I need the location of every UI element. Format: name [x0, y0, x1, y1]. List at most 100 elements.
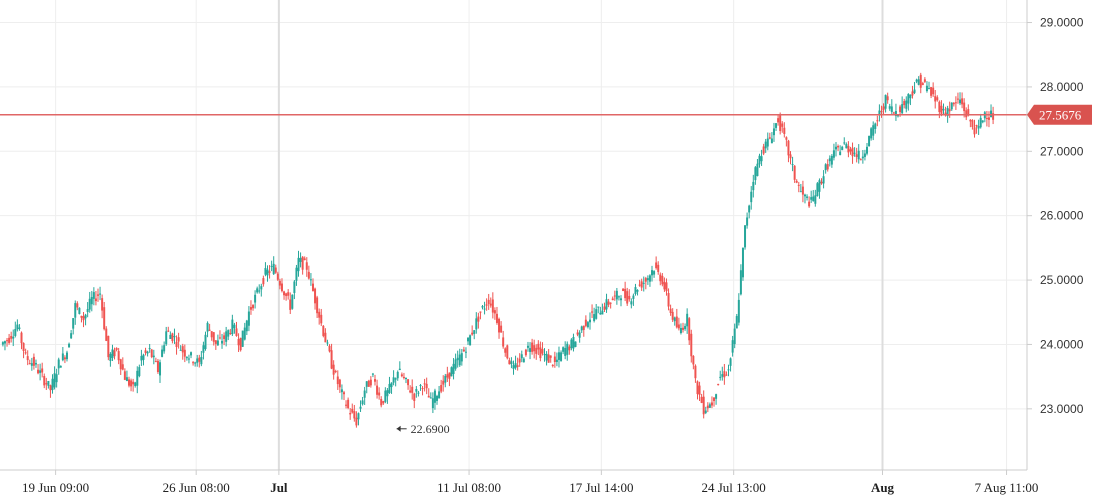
candle-body [49, 385, 52, 391]
candle-body [274, 267, 277, 273]
candle [376, 379, 379, 399]
candle-body [663, 281, 666, 290]
candle-body [601, 310, 604, 315]
candle-body [578, 332, 581, 338]
candle-body [293, 281, 296, 293]
candle-body [450, 367, 453, 377]
candle [872, 121, 875, 141]
candle-body [431, 398, 434, 409]
candle-body [8, 337, 11, 343]
candle-body [159, 362, 162, 376]
candle [200, 350, 203, 367]
candle [632, 293, 635, 306]
candle-body [163, 345, 166, 352]
candle [423, 378, 426, 392]
candle-body [956, 98, 959, 100]
candle [721, 366, 724, 381]
candle-body [417, 392, 420, 394]
candle-body [518, 358, 521, 363]
candle [285, 292, 288, 301]
candle [861, 150, 864, 164]
candle-body [562, 347, 565, 352]
candle-body [863, 153, 866, 157]
candle-body [549, 355, 552, 358]
candle-body [574, 341, 577, 347]
candle-body [425, 383, 428, 389]
candle-body [326, 342, 329, 344]
candle-body [661, 275, 664, 285]
candle-body [74, 303, 77, 318]
candle [696, 380, 699, 400]
candle-body [727, 369, 730, 371]
candle [653, 270, 656, 278]
candle [351, 403, 354, 414]
candle-body [605, 299, 608, 310]
candle-body [640, 281, 643, 288]
candle-body [324, 332, 327, 343]
candle-body [413, 393, 416, 401]
candle-body [851, 147, 854, 157]
candle [340, 384, 343, 400]
candle-body [648, 275, 651, 282]
candle [138, 364, 141, 378]
candle-body [309, 279, 312, 281]
candle [756, 159, 759, 177]
candle-body [665, 282, 668, 292]
candle [950, 102, 953, 111]
candle-body [452, 363, 455, 375]
candle [479, 311, 482, 320]
candle-body [737, 299, 740, 323]
candle [878, 104, 881, 122]
candle-body [706, 405, 709, 409]
candle-body [262, 278, 265, 285]
candle-body [766, 138, 769, 147]
candle-body [479, 311, 482, 313]
candle-body [721, 374, 724, 377]
candle [179, 345, 182, 351]
candle-body [467, 337, 470, 342]
candle [936, 95, 939, 102]
candle-body [967, 109, 970, 116]
candle-body [636, 290, 639, 292]
candle [105, 326, 108, 342]
candle [795, 179, 798, 184]
candle-body [477, 316, 480, 322]
candle-body [948, 109, 951, 112]
candle-body [53, 373, 56, 388]
candle [185, 356, 188, 361]
candle-body [51, 378, 54, 391]
candle [378, 387, 381, 400]
candle [601, 303, 604, 315]
candle-body [725, 374, 728, 376]
candle [526, 341, 529, 352]
candle-body [545, 353, 548, 361]
candle-body [34, 363, 37, 365]
candle [475, 312, 478, 334]
candle-body [132, 381, 135, 385]
y-tick-label: 23.0000 [1040, 402, 1084, 416]
candle-body [719, 376, 722, 378]
candle-body [901, 104, 904, 114]
candle [212, 331, 215, 346]
candle [934, 90, 937, 109]
candle-body [667, 293, 670, 307]
candle-body [365, 381, 368, 387]
y-tick-label: 29.0000 [1040, 16, 1084, 30]
candle-body [684, 325, 687, 330]
candle-body [954, 102, 957, 104]
candle [880, 105, 883, 118]
candle-body [917, 79, 920, 85]
candle-body [630, 301, 633, 305]
candle-body [644, 278, 647, 282]
candle-body [679, 328, 682, 333]
candle [374, 374, 376, 386]
candle-body [696, 381, 699, 395]
candle [560, 350, 563, 362]
candle-body [824, 164, 827, 171]
candle-body [353, 411, 356, 419]
candle-body [55, 374, 58, 383]
candle [783, 122, 786, 138]
candle [911, 85, 914, 99]
candle-body [919, 74, 922, 88]
candle [342, 390, 345, 401]
